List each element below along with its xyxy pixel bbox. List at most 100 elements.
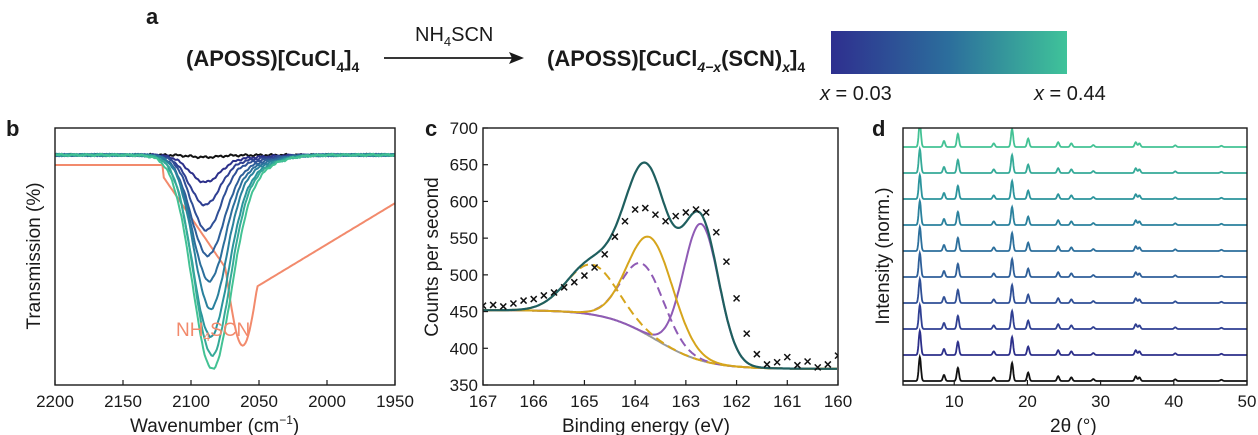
xps-data-point [753,350,761,358]
xps-data-point [591,263,599,272]
xps-data-point [489,301,497,309]
xps-data-point [712,228,720,236]
xps-data-point [682,208,690,216]
xps-fit-component [483,235,837,370]
xps-data-point [570,278,578,286]
y-tick-label-c: 400 [450,339,478,358]
reactant-formula: (APOSS)[CuCl4]4 [186,46,359,75]
xps-data-point [499,302,507,310]
xps-data-point [509,299,517,308]
xps-data-point [834,352,838,360]
pxrd-pattern-line [903,327,1247,356]
y-tick-label-c: 500 [450,266,478,285]
xps-data-point [804,357,812,366]
reagent-label: NH4SCN [415,24,493,49]
pxrd-pattern-line [903,171,1247,200]
xps-data-point [540,291,548,299]
xps-data-point [824,360,832,368]
plot-frame-c [482,127,839,386]
y-tick-label-c: 700 [450,119,478,138]
xps-data-point [631,205,639,214]
x-tick-label-b: 2000 [308,392,346,411]
xps-data-point [621,217,629,225]
xps-data-point [702,208,710,216]
ftir-series-line [55,152,395,207]
panel-label-c: c [425,116,437,141]
x-tick-label-c: 160 [824,392,852,411]
ftir-spectra [55,152,395,370]
xps-fit-curves [483,161,838,371]
panel-c: c 167 166 165 164 163 162 161 160 350 400 450 500 55… [422,116,852,435]
x-axis-label-c: Binding energy (eV) [562,416,730,435]
x-tick-label-c: 165 [570,392,598,411]
panel-b: b 2200 2150 2100 2050 2000 1950 NH4SCN Wavenu… [6,116,414,435]
xps-data-point [651,211,659,219]
xps-data-point [793,361,801,369]
y-axis-label-d: Intensity (norm.) [873,187,894,324]
pxrd-pattern-line [903,223,1247,252]
xps-baseline [483,309,837,370]
reaction-arrowhead [509,52,524,64]
y-tick-label-c: 350 [450,376,478,395]
x-tick-label-b: 2150 [104,392,142,411]
xps-data-point [662,217,670,225]
x-tick-label-d: 40 [1164,392,1183,411]
x-tick-label-d: 10 [945,392,964,411]
xps-data-point [611,233,619,241]
y-axis-label-c: Counts per second [422,177,443,337]
panel-label-d: d [872,116,885,141]
plot-frame-b [54,127,396,386]
panel-d: d 10 20 30 40 50 2θ (°) Intensity (norm.) [872,116,1256,435]
pxrd-patterns [903,128,1247,382]
x-axis-label-b: Wavenumber (cm−1) [130,413,299,435]
pxrd-pattern-line [903,128,1247,148]
x-tick-label-c: 163 [672,392,700,411]
x-tick-label-c: 161 [773,392,801,411]
panel-label-b: b [6,116,19,141]
pxrd-pattern-line [903,353,1247,382]
xps-data-point [773,358,781,366]
x-tick-label-d: 50 [1238,392,1257,411]
xps-data-point [530,295,538,303]
x-axis-ticks-b: 2200 2150 2100 2050 2000 1950 [36,380,414,411]
x-tick-label-c: 166 [520,392,548,411]
product-formula: (APOSS)[CuCl4−x(SCN)x]4 [547,46,805,75]
nh4scn-annotation: NH4SCN [176,320,250,344]
pxrd-pattern-line [903,249,1247,278]
reaction-scheme: a (APOSS)[CuCl4]4 NH4SCN (APOSS)[CuCl4−x… [146,4,1106,105]
xps-fit-component [483,263,837,370]
pxrd-pattern-line [903,197,1247,226]
axis-ticks-c: 167 166 165 164 163 162 161 160 350 400 450 500 550 6… [450,119,853,411]
xps-data-point [763,360,771,368]
x-tick-label-d: 20 [1018,392,1037,411]
xps-data-point [814,363,822,371]
xps-data-point [520,297,528,305]
y-tick-label-c: 450 [450,303,478,322]
xps-data-point [550,288,558,297]
x-tick-label-b: 2050 [240,392,278,411]
xps-fit-envelope [483,161,837,370]
y-tick-label-c: 550 [450,229,478,248]
xps-data-point [483,302,487,310]
y-tick-label-c: 600 [450,192,478,211]
ftir-series-line [55,152,395,370]
x-axis-label-d: 2θ (°) [1050,416,1097,435]
pxrd-pattern-line [903,145,1247,174]
x-tick-label-c: 167 [469,392,497,411]
pxrd-pattern-line [903,301,1247,330]
xps-data-point [560,283,568,291]
xps-data-point [672,212,680,220]
y-axis-label-b: Transmission (%) [24,182,45,329]
x-tick-label-c: 162 [722,392,750,411]
x-tick-label-b: 2100 [172,392,210,411]
colorbar-min-label: x = 0.03 [819,83,892,105]
panel-label-a: a [146,4,159,29]
xps-data-point [601,250,609,258]
xps-data-point [580,272,588,280]
x-tick-label-b: 1950 [376,392,414,411]
xps-data-point [722,258,730,266]
xps-data-point [733,294,741,302]
xps-fit-component [483,261,837,370]
plot-frame-d [902,127,1248,386]
